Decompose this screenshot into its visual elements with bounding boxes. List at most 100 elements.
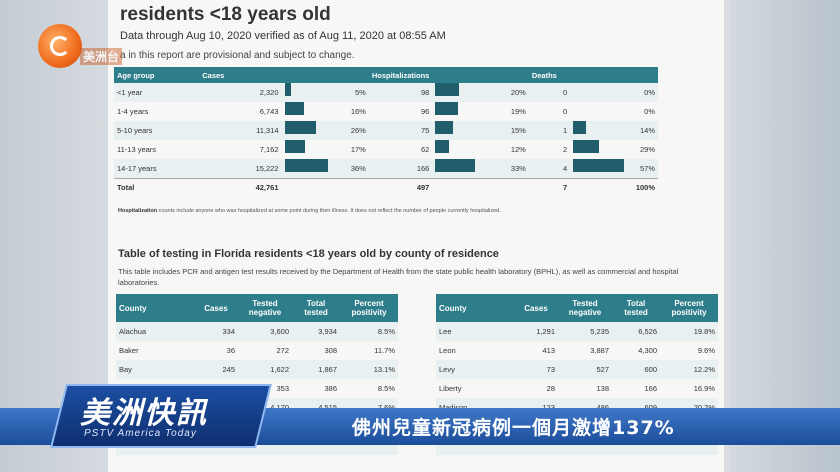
- percent-label: 15%: [510, 126, 526, 135]
- county-cell: 527: [558, 360, 612, 379]
- footnote-term: Hospitalization: [118, 208, 158, 214]
- county-row: Baker 36 272 308 11.7%: [116, 341, 398, 360]
- percent-label: 12%: [510, 145, 526, 154]
- table-cell: 0: [528, 83, 571, 102]
- county-cell: 8.5%: [340, 322, 398, 341]
- county-table-header: County Cases Tested negative Total teste…: [436, 294, 718, 322]
- percent-bar: [435, 159, 476, 172]
- county-cell: 3,600: [238, 322, 292, 341]
- logo-swirl-icon: [50, 36, 70, 56]
- county-cell: 5,235: [558, 322, 612, 341]
- percent-bar: [435, 121, 454, 134]
- county-cell: Bay: [116, 360, 194, 379]
- bar-cell: 14%: [570, 121, 658, 140]
- county-cell: 8.5%: [377, 384, 395, 393]
- county-row: Alachua 334 3,600 3,934 8.5%: [116, 322, 398, 341]
- table-cell: 5-10 years: [114, 121, 200, 140]
- bar-cell: 16%: [282, 102, 369, 121]
- county-cell: 28: [546, 384, 555, 393]
- county-cell: 12.2%: [660, 360, 718, 379]
- footnote-text: counts include anyone who was hospitaliz…: [157, 208, 501, 214]
- county-cell: 413: [542, 346, 555, 355]
- county-cell: 166: [644, 384, 657, 393]
- channel-logo-tag: 美洲台: [80, 48, 123, 65]
- report-title: residents <18 years old: [120, 4, 331, 25]
- table-cell: 75: [368, 121, 433, 140]
- percent-label: 17%: [350, 145, 366, 154]
- col-total-tested: Total tested: [292, 294, 340, 322]
- age-table-row: 5-10 years 11,314 26% 75 15% 1 14%: [114, 121, 658, 140]
- col-county: County: [436, 294, 514, 322]
- county-row: Leon 413 3,887 4,300 9.6%: [436, 341, 718, 360]
- county-cell: 138: [596, 384, 609, 393]
- county-cell: Leon: [439, 346, 456, 355]
- col-total-tested: Total tested: [612, 294, 660, 322]
- table-cell: 11-13 years: [117, 145, 157, 154]
- county-row: [436, 455, 718, 472]
- percent-label: 5%: [355, 88, 366, 97]
- county-cell: Liberty: [439, 384, 462, 393]
- col-tested-negative: Tested negative: [238, 294, 292, 322]
- percent-label: 29%: [639, 145, 655, 154]
- program-subtitle: PSTV America Today: [84, 428, 197, 439]
- total-cell: 100%: [570, 178, 658, 196]
- table-cell: <1 year: [114, 83, 200, 102]
- county-cell: 13.1%: [340, 360, 398, 379]
- news-headline: 佛州兒童新冠病例一個月激增137%: [352, 417, 675, 439]
- bar-cell: 12%: [432, 140, 528, 159]
- bar-cell: 0%: [570, 102, 658, 121]
- percent-bar: [284, 159, 328, 172]
- county-table-title: Table of testing in Florida residents <1…: [118, 248, 499, 260]
- bar-cell: 29%: [570, 140, 658, 159]
- table-cell: 98: [368, 83, 433, 102]
- col-age-group: Age group: [114, 67, 200, 83]
- percent-label: 0%: [644, 107, 655, 116]
- county-cell: [238, 455, 292, 472]
- county-cell: [514, 455, 558, 472]
- col-tested-negative: Tested negative: [558, 294, 612, 322]
- percent-label: 36%: [350, 164, 366, 173]
- county-row: Bay 245 1,622 1,867 13.1%: [116, 360, 398, 379]
- bar-cell: 57%: [570, 159, 658, 179]
- county-cell: 9.6%: [697, 346, 715, 355]
- county-cell: 3,887: [590, 346, 609, 355]
- bar-cell: 5%: [281, 83, 369, 102]
- percent-bar: [573, 140, 600, 153]
- table-cell: 1: [528, 121, 571, 140]
- county-cell: 16.9%: [693, 384, 715, 393]
- col-county-cases: Cases: [514, 294, 558, 322]
- total-cell: [281, 178, 369, 196]
- col-county: County: [116, 294, 194, 322]
- bar-cell: 36%: [281, 159, 369, 179]
- county-cell: 353: [276, 384, 289, 393]
- county-cell: 386: [324, 384, 337, 393]
- county-row: Levy 73 527 600 12.2%: [436, 360, 718, 379]
- county-row: [116, 455, 398, 472]
- county-cell: 11.7%: [374, 346, 395, 355]
- total-cell: 7: [528, 178, 571, 196]
- table-cell: 2,320: [199, 83, 282, 102]
- report-document: residents <18 years old Data through Aug…: [108, 0, 724, 472]
- bar-cell: 26%: [281, 121, 369, 140]
- county-cell: [292, 455, 340, 472]
- percent-bar: [435, 83, 460, 96]
- county-cell: 19.8%: [660, 322, 718, 341]
- table-cell: 1-4 years: [117, 107, 149, 116]
- county-cell: Levy: [436, 360, 514, 379]
- bar-cell: 15%: [432, 121, 529, 140]
- col-hosp-pct: [432, 67, 529, 83]
- col-percent-positivity: Percent positivity: [660, 294, 718, 322]
- county-cell: 1,291: [514, 322, 558, 341]
- table-cell: 166: [368, 159, 433, 179]
- total-cell: 42,761: [199, 178, 282, 196]
- county-table-left: County Cases Tested negative Total teste…: [116, 294, 398, 472]
- county-cell: [340, 455, 398, 472]
- bar-cell: 20%: [432, 83, 529, 102]
- county-cell: [116, 455, 194, 472]
- col-cases: Cases: [199, 67, 282, 83]
- percent-bar: [435, 140, 450, 153]
- age-table-row: 14-17 years 15,222 36% 166 33% 4 57%: [114, 159, 658, 179]
- county-row: Lee 1,291 5,235 6,526 19.8%: [436, 322, 718, 341]
- col-cases-pct: [281, 67, 369, 83]
- county-table-right: County Cases Tested negative Total teste…: [436, 294, 718, 472]
